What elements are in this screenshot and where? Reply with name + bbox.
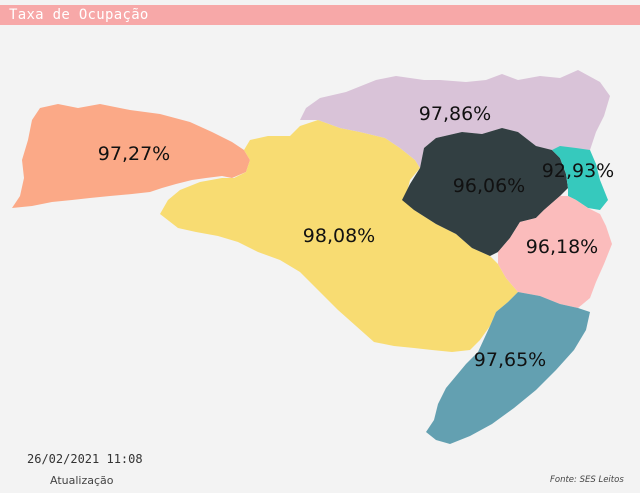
region-oeste[interactable] [12,104,250,208]
region-label-vale-itajai: 96,06% [453,175,525,197]
region-vale-itajai[interactable] [402,128,568,256]
region-label-sul: 97,65% [474,349,546,371]
update-timestamp: 26/02/2021 11:08 [27,452,143,466]
region-label-meio-oeste: 98,08% [303,225,375,247]
region-label-grande-florianopolis: 96,18% [526,236,598,258]
region-grande-florianopolis[interactable] [498,196,612,308]
page-title: Taxa de Ocupação [9,7,149,23]
region-foz-itajai[interactable] [552,146,608,210]
region-label-foz-itajai: 92,93% [542,160,614,182]
region-norte[interactable] [300,70,610,168]
region-label-oeste: 97,27% [98,143,170,165]
header-bar: Taxa de Ocupação [0,5,640,25]
data-source: Fonte: SES Leitos [550,475,624,485]
region-meio-oeste[interactable] [160,120,518,352]
region-sul[interactable] [426,292,590,444]
region-label-norte: 97,86% [419,103,491,125]
update-caption: Atualização [50,474,114,487]
